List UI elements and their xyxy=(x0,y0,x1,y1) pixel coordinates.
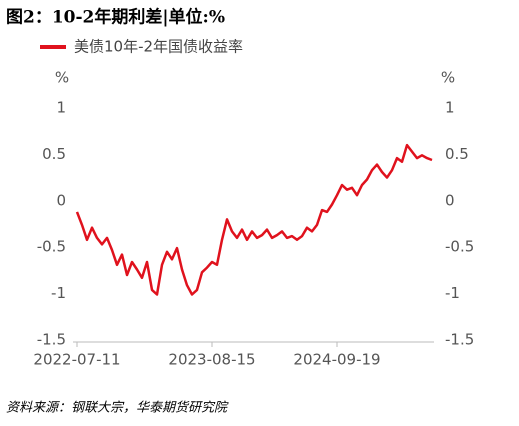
y2-tick-label: 1 xyxy=(445,99,455,117)
y2-unit: % xyxy=(441,69,455,87)
chart-title: 图2：10-2年期利差|单位:% xyxy=(6,7,225,28)
x-tick-label: 2024-09-19 xyxy=(293,351,380,369)
y2-tick-label: 0.5 xyxy=(445,145,469,163)
y2-tick-label: 0 xyxy=(445,191,455,209)
y-tick-label: -1.5 xyxy=(37,331,66,349)
y-unit: % xyxy=(55,69,69,87)
y-tick-label: 1 xyxy=(56,99,66,117)
legend-label: 美债10年-2年国债收益率 xyxy=(74,38,243,56)
x-tick-label: 2022-07-11 xyxy=(33,351,120,369)
y-tick-label: -1 xyxy=(51,284,66,302)
source-note: 资料来源：钢联大宗，华泰期货研究院 xyxy=(6,400,229,416)
y2-tick-label: -1.5 xyxy=(445,331,474,349)
y2-tick-label: -0.5 xyxy=(445,238,474,256)
x-tick-label: 2023-08-15 xyxy=(168,351,255,369)
series-line xyxy=(75,143,433,296)
y2-tick-label: -1 xyxy=(445,284,460,302)
y-tick-label: 0.5 xyxy=(42,145,66,163)
y-tick-label: 0 xyxy=(56,191,66,209)
y-tick-label: -0.5 xyxy=(37,238,66,256)
